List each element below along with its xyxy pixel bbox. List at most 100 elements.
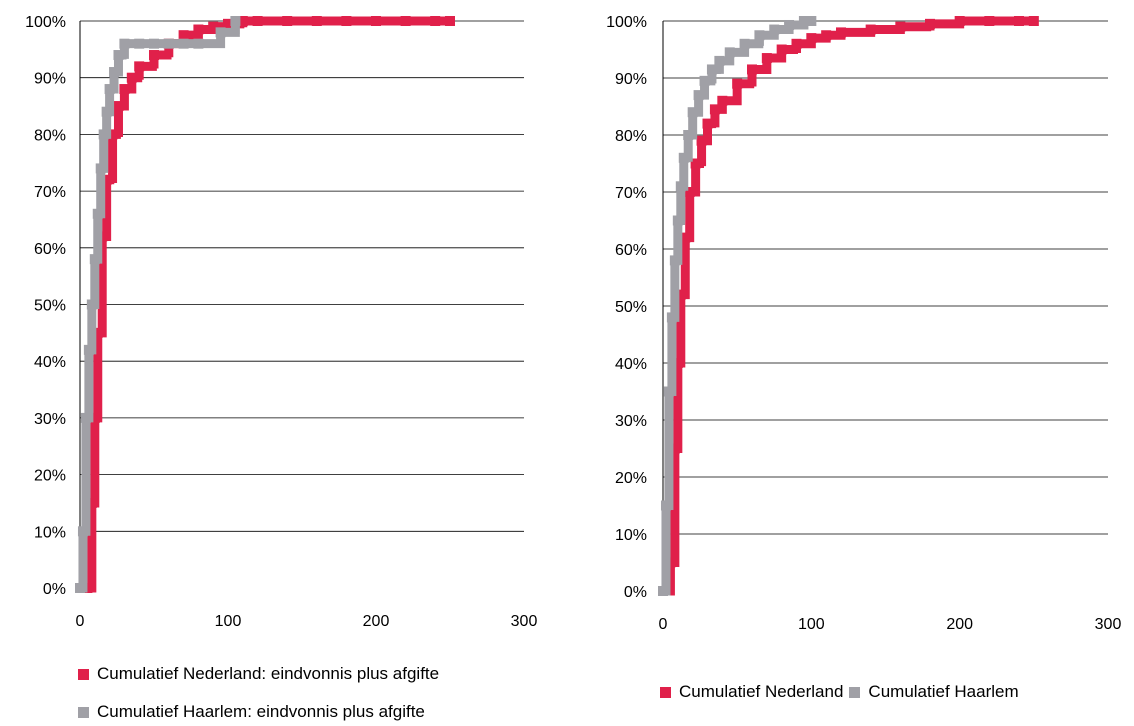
data-point: [678, 152, 689, 163]
data-point: [149, 38, 159, 49]
data-point: [714, 55, 725, 66]
data-point: [984, 16, 995, 26]
data-point: [806, 33, 817, 44]
data-point: [865, 24, 876, 35]
data-point: [149, 50, 159, 61]
y-tick-label: 10%: [34, 524, 66, 541]
data-point: [798, 16, 809, 26]
legend-item-nederland-left: Cumulatief Nederland: eindvonnis plus af…: [78, 660, 439, 688]
data-point: [1014, 16, 1024, 26]
data-point: [669, 443, 680, 454]
data-point: [89, 254, 100, 265]
y-tick-label: 60%: [34, 241, 66, 258]
legend-swatch-gray: [849, 686, 861, 698]
data-point: [119, 38, 130, 49]
y-tick-label: 90%: [34, 71, 66, 88]
legend-right: Cumulatief Nederland Cumulatief Haarlem: [660, 682, 1019, 702]
data-point: [109, 67, 120, 78]
data-point: [98, 129, 109, 140]
data-point: [252, 16, 263, 26]
x-tick-label: 100: [215, 613, 242, 630]
data-point: [806, 16, 817, 26]
data-point: [761, 53, 772, 64]
data-point: [119, 84, 130, 95]
data-point: [687, 107, 698, 118]
y-tick-label: 30%: [34, 411, 66, 428]
data-point: [693, 90, 704, 101]
data-point: [672, 358, 683, 368]
data-point: [101, 106, 112, 117]
x-tick-label: 100: [798, 616, 825, 633]
data-point: [672, 215, 683, 226]
data-point: [769, 24, 780, 35]
data-point: [113, 50, 124, 61]
data-point: [107, 129, 118, 140]
data-point: [669, 255, 680, 266]
data-point: [230, 16, 241, 26]
data-point: [699, 75, 710, 86]
data-point: [663, 386, 674, 397]
y-tick-label: 70%: [615, 185, 647, 202]
data-point: [86, 299, 97, 310]
x-tick-label: 0: [659, 616, 668, 633]
y-tick-label: 30%: [615, 413, 647, 430]
data-point: [658, 586, 668, 596]
data-point: [675, 181, 686, 192]
data-point: [747, 64, 757, 75]
data-point: [776, 44, 787, 55]
y-tick-label: 20%: [615, 470, 647, 487]
data-point: [223, 18, 233, 29]
y-tick-label: 60%: [615, 242, 647, 259]
legend-label: Cumulatief Haarlem: [868, 682, 1019, 701]
chart-panel-1: 0% 10% 20% 30% 40% 50% 60% 70% 80% 90% 100% 0 100 200…: [25, 14, 537, 630]
data-point: [163, 38, 174, 49]
legend-item-haarlem-left: Cumulatief Haarlem: eindvonnis plus afgi…: [78, 698, 425, 726]
data-point: [696, 135, 707, 146]
y-tick-label: 80%: [34, 127, 66, 144]
y-tick-label: 40%: [34, 354, 66, 371]
data-point: [724, 47, 735, 58]
y-tick-label: 70%: [34, 184, 66, 201]
data-point: [104, 84, 115, 95]
data-point: [430, 16, 441, 26]
y-tick-label: 0%: [43, 581, 66, 598]
data-point: [754, 30, 765, 41]
y-tick-label: 20%: [34, 468, 66, 485]
data-point: [702, 118, 713, 129]
x-tick-label: 200: [946, 616, 973, 633]
data-point: [680, 232, 691, 243]
data-point: [675, 289, 686, 300]
data-point: [86, 497, 97, 508]
data-point: [113, 101, 124, 112]
data-point: [706, 64, 717, 75]
x-tick-label: 300: [511, 613, 538, 630]
y-tick-label: 100%: [25, 14, 66, 31]
data-point: [660, 500, 671, 511]
y-tick-label: 100%: [606, 14, 647, 31]
data-point: [95, 163, 106, 174]
data-point: [684, 187, 695, 197]
data-point: [193, 38, 204, 49]
x-tick-label: 300: [1095, 616, 1122, 633]
legend-label: Cumulatief Haarlem: eindvonnis plus afgi…: [97, 702, 425, 721]
data-point: [92, 327, 103, 338]
x-tick-label: 0: [76, 613, 85, 630]
data-point: [193, 24, 204, 35]
legend-left: Cumulatief Nederland: eindvonnis plus af…: [78, 660, 439, 726]
legend-swatch-red: [78, 668, 89, 680]
data-point: [666, 312, 677, 323]
data-point: [895, 21, 906, 32]
data-point: [134, 61, 145, 72]
data-point: [1028, 16, 1039, 26]
data-point: [683, 130, 694, 140]
data-point: [92, 208, 103, 219]
data-point: [77, 526, 88, 537]
data-point: [400, 16, 411, 26]
data-point: [821, 30, 832, 41]
data-point: [690, 158, 701, 169]
data-point: [445, 16, 455, 26]
data-point: [836, 27, 846, 38]
data-point: [126, 72, 137, 83]
data-point: [80, 412, 91, 423]
